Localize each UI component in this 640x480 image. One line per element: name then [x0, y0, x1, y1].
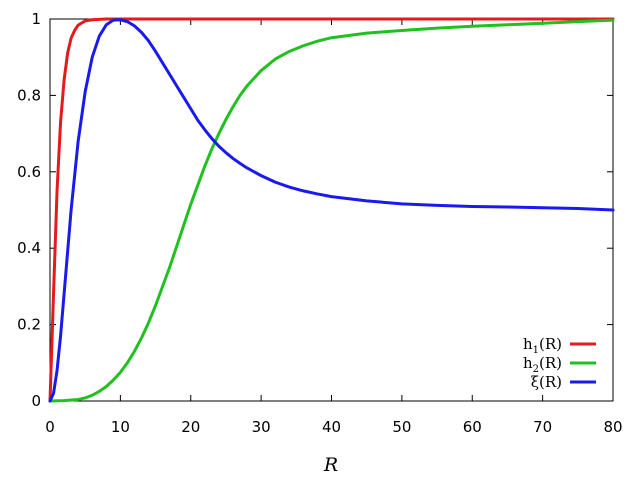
- x-tick-label: 40: [322, 418, 341, 436]
- x-tick-label: 20: [181, 418, 200, 436]
- series-line-3: [48, 18, 615, 403]
- x-tick-label: 70: [533, 418, 552, 436]
- y-tick-label: 0.4: [17, 239, 41, 257]
- y-tick-label: 0.6: [17, 163, 41, 181]
- legend-label-3: ξ(R): [531, 373, 562, 391]
- x-tick-label: 80: [603, 418, 622, 436]
- legend: h1(R)h2(R)ξ(R): [523, 335, 596, 391]
- y-tick-label: 0: [31, 392, 41, 410]
- series-line-1: [48, 17, 615, 403]
- x-axis-label: R: [323, 454, 338, 476]
- y-tick-label: 0.8: [17, 86, 41, 104]
- x-tick-label: 0: [45, 418, 55, 436]
- x-tick-label: 10: [111, 418, 130, 436]
- y-tick-label: 1: [31, 10, 41, 28]
- series-lines: [48, 17, 615, 403]
- axis-ticks: 0 10 20 30 40 50 60 70 80 0 0.2 0.4 0.6 0.8 1: [17, 10, 622, 436]
- x-tick-label: 30: [252, 418, 271, 436]
- legend-label-1: h1(R): [523, 335, 562, 356]
- x-tick-label: 60: [463, 418, 482, 436]
- y-tick-label: 0.2: [17, 316, 41, 334]
- x-tick-label: 50: [392, 418, 411, 436]
- legend-label-2: h2(R): [523, 354, 562, 375]
- series-line-2: [48, 18, 615, 403]
